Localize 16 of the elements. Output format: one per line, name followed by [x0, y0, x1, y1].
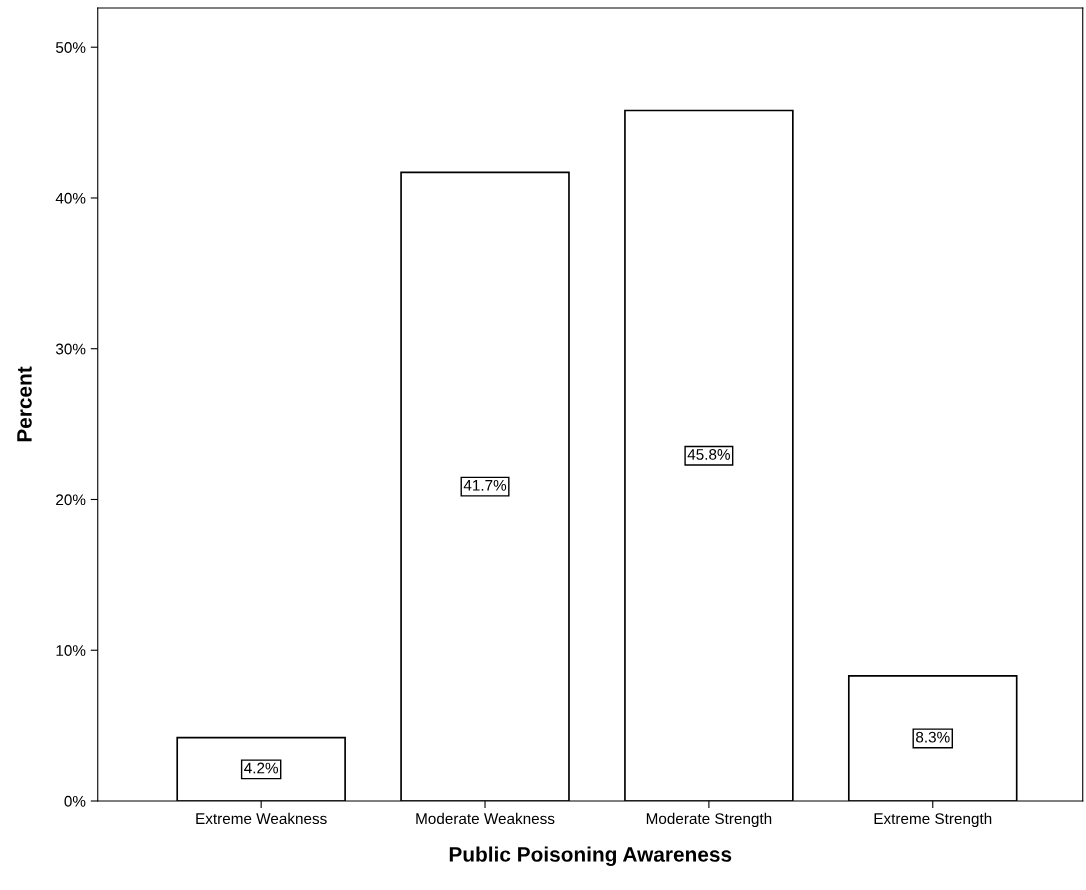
data-label: 41.7% [463, 480, 507, 491]
y-tick-label: 40% [55, 192, 86, 204]
x-tick-label: Moderate Strength [646, 812, 772, 828]
x-tick-label: Extreme Weakness [196, 812, 327, 825]
y-tick-label: 10% [56, 645, 86, 656]
y-axis-title: Percent [17, 366, 32, 442]
data-label: 8.3% [916, 731, 950, 743]
y-tick-label: 0% [64, 795, 86, 807]
y-tick-label: 30% [55, 343, 86, 355]
x-axis-title: Public Poisoning Awareness [449, 846, 732, 866]
x-tick-label: Moderate Weakness [416, 812, 555, 825]
y-tick-label: 50% [55, 42, 86, 53]
y-tick-label: 20% [56, 494, 86, 506]
data-label: 45.8% [687, 449, 731, 460]
x-tick-label: Extreme Strength [874, 812, 992, 828]
data-label: 4.2% [244, 762, 279, 774]
